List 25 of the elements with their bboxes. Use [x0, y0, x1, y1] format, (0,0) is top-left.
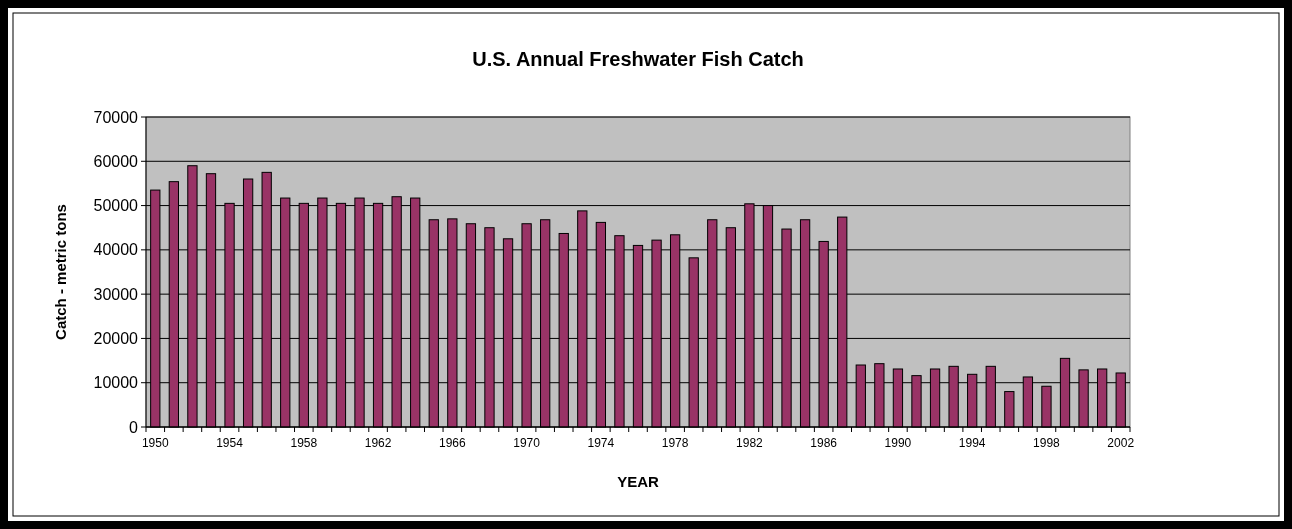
chart-title: U.S. Annual Freshwater Fish Catch [472, 48, 804, 70]
x-tick-label: 1998 [1033, 436, 1061, 450]
x-tick-label: 1958 [290, 436, 318, 450]
y-axis-title: Catch - metric tons [52, 204, 69, 340]
y-tick-label: 50000 [93, 197, 139, 215]
x-tick-label: 1986 [810, 436, 838, 450]
y-tick-label: 40000 [93, 241, 139, 259]
y-tick-label: 10000 [93, 374, 139, 392]
x-tick-label: 1994 [958, 436, 986, 450]
x-tick-label: 1966 [438, 436, 467, 450]
x-axis-title: YEAR [617, 473, 659, 490]
y-tick-label: 20000 [93, 330, 139, 348]
y-tick-label: 60000 [93, 152, 139, 170]
y-tick-label: 0 [129, 418, 139, 436]
x-tick-label: 1954 [216, 436, 244, 450]
x-tick-label: 1950 [141, 436, 169, 450]
x-tick-label: 2002 [1107, 436, 1135, 450]
x-tick-label: 1962 [364, 436, 392, 450]
x-tick-label: 1970 [513, 436, 541, 450]
x-tick-label: 1974 [587, 436, 615, 450]
x-tick-label: 1978 [661, 436, 689, 450]
y-tick-label: 30000 [93, 285, 139, 303]
x-tick-label: 1982 [736, 436, 764, 450]
x-tick-label: 1990 [884, 436, 912, 450]
y-tick-label: 70000 [93, 108, 139, 126]
